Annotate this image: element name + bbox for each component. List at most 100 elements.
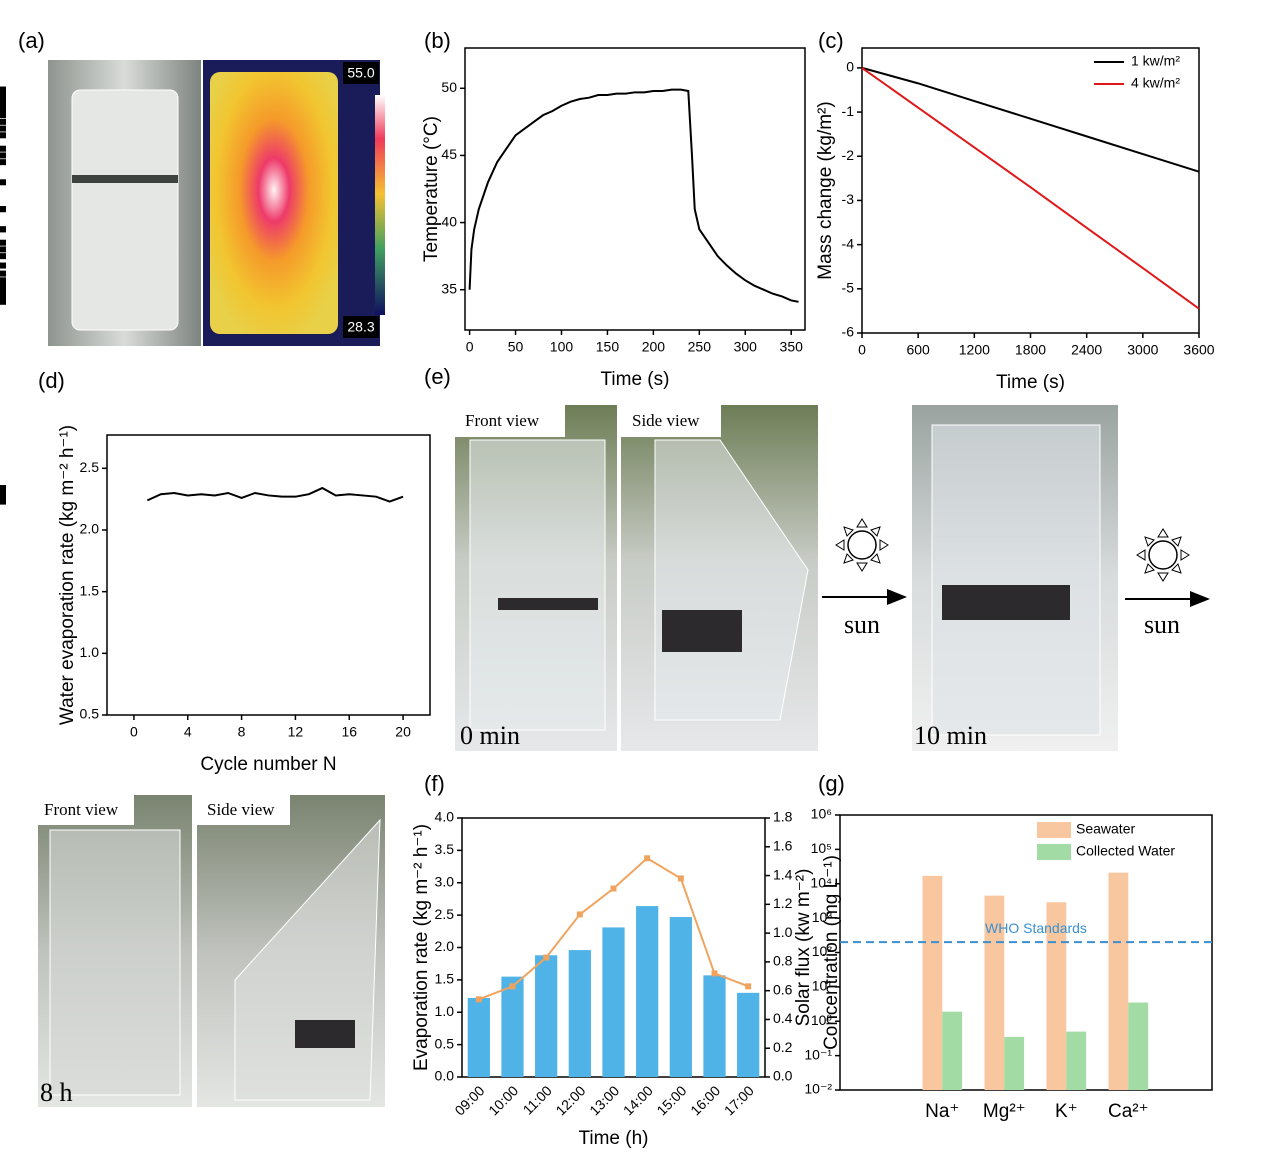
x-tick-label: 12:00: [552, 1082, 588, 1118]
bar: [1004, 1036, 1025, 1090]
thermal-min: 28.3: [347, 319, 374, 335]
plot-frame: [861, 47, 1200, 334]
x-tick-label: 16: [341, 724, 357, 740]
label-bg: [197, 795, 290, 825]
y-tick-label: 10⁰: [811, 1012, 833, 1028]
panel-label: (g): [818, 771, 845, 796]
data-point: [0, 286, 6, 293]
jar-layer: [72, 175, 178, 183]
panel-label: (f): [424, 771, 445, 796]
data-point: [0, 298, 6, 305]
data-point: [0, 239, 6, 246]
x-axis-title: Cycle number N: [200, 754, 336, 775]
thermal-jar: [210, 72, 338, 334]
y-tick-label: 0.5: [80, 706, 100, 722]
bar: [922, 875, 943, 1090]
data-point: [711, 970, 718, 977]
data-point: [0, 125, 6, 132]
y2-tick-label: 1.0: [773, 924, 793, 940]
bar: [1108, 872, 1129, 1090]
y-tick-label: 45: [441, 146, 457, 162]
plot-frame: [106, 434, 431, 716]
y-tick-label: -4: [842, 235, 855, 251]
data-point: [0, 270, 6, 277]
x-tick-label: 0: [858, 342, 866, 358]
data-point: [0, 108, 6, 115]
data-point: [0, 262, 6, 269]
data-point: [0, 159, 6, 166]
legend-label: Seawater: [1076, 821, 1135, 837]
bar: [535, 955, 558, 1077]
photo-time: 0 min: [460, 721, 520, 750]
bar: [669, 917, 692, 1077]
data-point: [0, 112, 6, 119]
data-point: [644, 855, 651, 862]
label-bg: [343, 62, 379, 84]
y2-tick-label: 0.0: [773, 1068, 793, 1084]
bar: [568, 950, 591, 1077]
x-tick-label: 17:00: [721, 1082, 757, 1118]
x-tick-label: 300: [734, 339, 758, 355]
x-tick-label: 350: [780, 339, 804, 355]
y-tick-label: -6: [842, 324, 855, 340]
x-tick-label: 14:00: [620, 1082, 656, 1118]
legend-swatch: [1037, 844, 1071, 860]
photo-time: 8 h: [40, 1078, 73, 1107]
data-point: [0, 152, 6, 159]
y-tick-label: -5: [842, 280, 855, 296]
y-tick-label: 4.0: [435, 809, 455, 825]
x-tick-label: Mg²⁺: [983, 1101, 1026, 1122]
y-tick-label: 10⁻²: [804, 1081, 832, 1097]
y2-tick-label: 1.4: [773, 866, 793, 882]
y2-axis-title: Solar flux (kw m⁻²): [793, 869, 814, 1027]
x-tick-label: 0: [130, 724, 138, 740]
x-tick-label: 4: [184, 724, 192, 740]
y-tick-label: 10¹: [812, 978, 833, 994]
panel-label: (b): [424, 28, 451, 53]
data-point: [0, 493, 6, 500]
data-point: [677, 875, 684, 882]
data-point: [0, 293, 6, 300]
label-bg: [343, 316, 379, 338]
y-axis-title: Mass change (kg/m²): [815, 101, 836, 279]
y-axis-title: Water evaporation rate (kg m⁻² h⁻¹): [57, 425, 78, 725]
data-line: [468, 88, 799, 303]
x-tick-label: 11:00: [520, 1082, 556, 1118]
y-tick-label: 10⁵: [811, 840, 832, 856]
data-point: [0, 179, 6, 186]
data-point: [0, 282, 6, 289]
y2-tick-label: 1.2: [773, 895, 793, 911]
y-tick-label: 35: [441, 280, 457, 296]
y2-tick-label: 0.4: [773, 1010, 793, 1026]
y-tick-label: 2.0: [80, 521, 100, 537]
y-tick-label: 10²: [812, 943, 833, 959]
data-point: [576, 911, 583, 918]
bar: [984, 895, 1005, 1090]
colorbar: [375, 95, 385, 315]
photo-time: 10 min: [914, 721, 987, 750]
data-point: [0, 102, 6, 109]
y-axis-title: Temperature (°C): [421, 116, 442, 262]
y-axis-title: Concentration (mg L⁻¹): [821, 855, 842, 1050]
photo-label: Front view: [44, 800, 119, 819]
x-tick-label: 600: [906, 342, 930, 358]
data-point: [475, 996, 482, 1003]
data-line: [861, 66, 1200, 173]
reference-label: WHO Standards: [985, 920, 1087, 936]
sun-label: sun: [1144, 610, 1180, 639]
panel-label: (c): [818, 28, 844, 53]
x-tick-label: 3000: [1127, 342, 1158, 358]
data-point: [0, 145, 6, 152]
x-tick-label: 200: [642, 339, 666, 355]
x-tick-label: 100: [550, 339, 574, 355]
data-point: [0, 132, 6, 139]
x-tick-label: 3600: [1183, 342, 1214, 358]
bar: [737, 992, 760, 1077]
plot-frame: [464, 47, 806, 331]
panel-label: (e): [424, 364, 451, 389]
x-tick-label: 2400: [1071, 342, 1102, 358]
photo-label: Front view: [465, 411, 540, 430]
data-point: [745, 983, 752, 990]
y2-tick-label: 1.6: [773, 837, 793, 853]
